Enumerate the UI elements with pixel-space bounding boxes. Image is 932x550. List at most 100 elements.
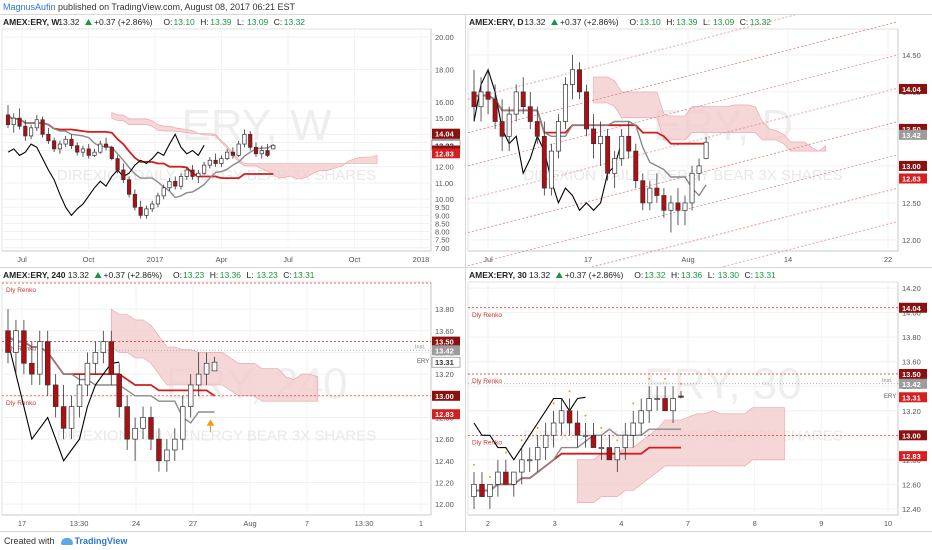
candle-down [591, 128, 597, 145]
footer: Created with TradingView [0, 532, 932, 550]
price-tag: 12.83 [432, 409, 460, 420]
candle-down [520, 91, 526, 108]
candle [46, 127, 51, 145]
price-tick-label: 13.20 [902, 407, 921, 416]
candle-down [40, 119, 45, 135]
candle-up [140, 417, 146, 429]
daily-chart-panel[interactable]: 14.5014.0013.5013.0012.5012.00Jul17Aug14… [466, 15, 932, 267]
price-tick-label: 12.00 [902, 236, 921, 245]
candle-down [86, 148, 91, 156]
ohlc-value: 13.23 [257, 270, 279, 280]
candle [69, 134, 74, 149]
candle-down [485, 91, 491, 100]
candle-up [513, 91, 519, 115]
candle-down [17, 117, 22, 127]
ohlc-key: C: [283, 270, 292, 280]
price-tick-label: 18.00 [435, 66, 454, 75]
price-tag: 13.31 [431, 356, 461, 368]
candle [626, 121, 632, 159]
ichimoku-cloud [111, 112, 378, 179]
ohlc-value: 13.32 [644, 270, 666, 280]
psar-dot [680, 382, 683, 385]
candle-down [678, 395, 684, 398]
candle [485, 69, 491, 115]
candle-down [115, 158, 120, 171]
candle-up [598, 447, 605, 449]
middle-divider [0, 267, 932, 268]
candle [492, 84, 498, 129]
candle-down [52, 140, 57, 150]
time-tick-label: Apr [216, 255, 228, 264]
candle-up [478, 91, 484, 108]
price-tag-box [432, 128, 460, 139]
candle-up [646, 398, 652, 412]
renko-label: Dly Renko [472, 439, 502, 446]
publish-info: published on TradingView.com, August 08,… [55, 2, 296, 12]
candle [591, 114, 597, 159]
candle [526, 447, 533, 473]
candle [148, 406, 154, 450]
price-tag: 13.42 [899, 378, 927, 389]
candle [68, 395, 75, 440]
ohlc-value: 13.10 [640, 17, 662, 27]
candle [21, 319, 27, 375]
candle-down [606, 447, 613, 461]
candle-down [654, 187, 660, 196]
candle-down [492, 98, 498, 122]
price-tag-label: 14.04 [902, 304, 922, 313]
candle [92, 341, 99, 375]
m30-chart-svg: 14.2014.0013.8013.6013.4013.2013.0012.80… [467, 270, 927, 528]
psar-dot [632, 402, 635, 405]
candle-down [265, 150, 270, 156]
candle [115, 155, 120, 174]
h240-chart-panel[interactable]: 13.8013.6013.4013.2013.0012.8012.6012.40… [0, 268, 465, 531]
ohlc-value: 13.31 [293, 270, 315, 280]
price-tick-label: 12.40 [435, 457, 454, 466]
candle [52, 137, 57, 153]
weekly-chart-panel[interactable]: 20.0018.0016.0015.0014.0013.5013.0012.00… [0, 15, 465, 267]
candle-up [511, 471, 517, 485]
price-tag-label: 13.50 [902, 370, 921, 379]
publish-header: MagnusAufin published on TradingView.com… [0, 0, 932, 14]
candle-down [577, 69, 582, 93]
candle [646, 386, 652, 424]
candle [23, 119, 28, 141]
author-link[interactable]: MagnusAufin [3, 2, 56, 12]
candle [202, 161, 207, 175]
price-tag: 13.00 [432, 390, 460, 401]
psar-dot [473, 463, 475, 466]
candle [57, 140, 62, 154]
price-tick-label: 14.50 [902, 51, 921, 60]
candle [60, 384, 67, 440]
candle [584, 84, 589, 137]
candle-up [211, 361, 218, 372]
candle [150, 200, 155, 213]
price-tick-label: 12.40 [902, 505, 921, 514]
tradingview-link[interactable]: TradingView [74, 536, 128, 546]
candle [100, 330, 107, 364]
candle-up [195, 373, 202, 386]
candle-up [202, 164, 207, 174]
candle-up [570, 69, 575, 85]
candle [156, 428, 162, 472]
candle [180, 395, 186, 450]
candle-up [542, 434, 549, 448]
m30-chart-panel[interactable]: 14.2014.0013.8013.6013.4013.2013.0012.80… [466, 268, 932, 531]
candle-up [630, 422, 636, 436]
candle-down [230, 151, 235, 156]
candle-up [84, 362, 91, 386]
price-tag-label: 14.04 [435, 130, 455, 139]
candle [614, 447, 621, 473]
ohlc-value: 13.39 [676, 17, 698, 27]
candle [527, 91, 533, 129]
price-change: +0.37 (+2.86%) [104, 270, 163, 280]
time-tick-label: 2017 [147, 255, 164, 264]
candle [590, 423, 597, 448]
candle [566, 398, 573, 436]
candle-down [127, 179, 132, 195]
ohlc-value: 13.09 [713, 17, 735, 27]
candle [52, 374, 59, 418]
price-tag-box [432, 409, 460, 420]
candle-down [605, 135, 611, 174]
candle [127, 176, 132, 198]
